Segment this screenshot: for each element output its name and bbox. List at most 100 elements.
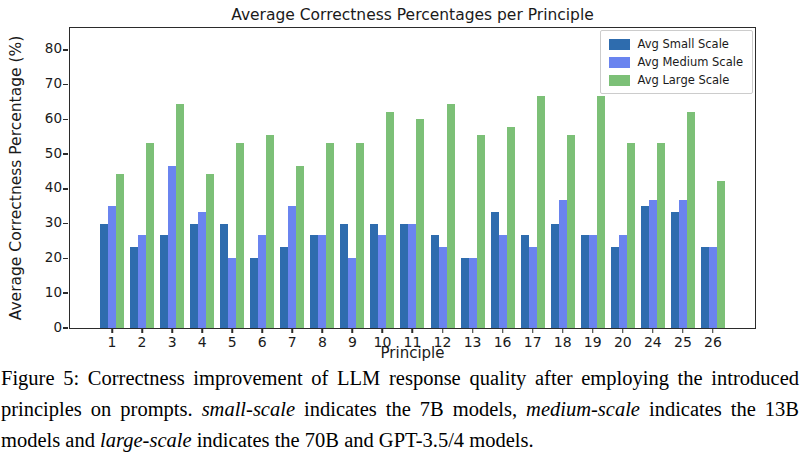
y-tick-label: 40 xyxy=(24,181,62,195)
bar xyxy=(146,143,154,328)
bar xyxy=(499,235,507,328)
bar xyxy=(296,166,304,328)
bar xyxy=(551,224,559,328)
bar xyxy=(567,135,575,328)
bar xyxy=(168,166,176,328)
bar xyxy=(717,181,725,328)
y-tick-label: 80 xyxy=(24,42,62,56)
bar xyxy=(597,96,605,328)
bar xyxy=(431,235,439,328)
bar xyxy=(447,104,455,328)
bar xyxy=(521,235,529,328)
x-tick-mark xyxy=(712,328,714,333)
bar xyxy=(507,127,515,328)
bar xyxy=(641,206,649,328)
bar xyxy=(378,235,386,328)
x-tick-mark xyxy=(442,328,444,333)
bar xyxy=(340,224,348,328)
bar-group: 16 xyxy=(488,28,518,328)
bar xyxy=(671,212,679,328)
bar-group: 9 xyxy=(337,28,367,328)
x-tick-mark xyxy=(622,328,624,333)
bar xyxy=(537,96,545,328)
bar xyxy=(469,258,477,328)
x-tick-mark xyxy=(201,328,203,333)
y-tick-mark xyxy=(63,223,68,225)
caption-text: indicates the 70B and GPT-3.5/4 models. xyxy=(192,429,534,451)
caption-italic-text: small-scale xyxy=(202,398,295,420)
bar xyxy=(310,235,318,328)
caption-italic-text: medium-scale xyxy=(526,398,640,420)
bar-group: 18 xyxy=(548,28,578,328)
bar xyxy=(439,247,447,328)
bar xyxy=(176,104,184,328)
bar xyxy=(386,112,394,328)
y-tick-label: 20 xyxy=(24,251,62,265)
x-tick-mark xyxy=(592,328,594,333)
bar xyxy=(491,212,499,328)
x-tick-mark xyxy=(682,328,684,333)
bar xyxy=(130,247,138,328)
bar xyxy=(160,235,168,328)
bar xyxy=(318,235,326,328)
bar-group: 6 xyxy=(247,28,277,328)
x-axis-label: Principle xyxy=(69,344,756,362)
legend-swatch xyxy=(609,57,630,68)
bar xyxy=(627,143,635,328)
bar xyxy=(657,143,665,328)
bar xyxy=(236,143,244,328)
x-tick-mark xyxy=(562,328,564,333)
x-tick-mark xyxy=(262,328,264,333)
y-tick-mark xyxy=(63,327,68,329)
bar-group: 11 xyxy=(397,28,427,328)
y-tick-label: 0 xyxy=(24,321,62,335)
x-tick-mark xyxy=(412,328,414,333)
x-tick-mark xyxy=(171,328,173,333)
bar xyxy=(581,235,589,328)
figure-page: Average Correctness Percentages per Prin… xyxy=(0,0,800,463)
bar xyxy=(679,200,687,328)
bar-group: 10 xyxy=(367,28,397,328)
y-tick-label: 70 xyxy=(24,77,62,91)
x-tick-mark xyxy=(652,328,654,333)
x-tick-mark xyxy=(472,328,474,333)
bar xyxy=(288,206,296,328)
y-tick-mark xyxy=(63,119,68,121)
bar xyxy=(559,200,567,328)
bar xyxy=(266,135,274,328)
bar xyxy=(100,224,108,328)
bar xyxy=(348,258,356,328)
x-tick-mark xyxy=(382,328,384,333)
bar-group: 12 xyxy=(428,28,458,328)
x-tick-mark xyxy=(352,328,354,333)
caption-italic-text: large-scale xyxy=(100,429,191,451)
bar xyxy=(709,247,717,328)
bar xyxy=(477,135,485,328)
legend: Avg Small ScaleAvg Medium ScaleAvg Large… xyxy=(600,30,753,94)
bar xyxy=(326,143,334,328)
bar xyxy=(280,247,288,328)
legend-entry: Avg Medium Scale xyxy=(609,55,743,69)
bar-group: 17 xyxy=(518,28,548,328)
bar xyxy=(206,174,214,328)
legend-entry-label: Avg Medium Scale xyxy=(637,55,743,69)
bar-group: 4 xyxy=(187,28,217,328)
bar-group: 1 xyxy=(97,28,127,328)
bar xyxy=(356,143,364,328)
bar xyxy=(529,247,537,328)
bar xyxy=(611,247,619,328)
bar-group: 7 xyxy=(277,28,307,328)
x-tick-mark xyxy=(532,328,534,333)
figure-caption: Figure 5: Correctness improvement of LLM… xyxy=(0,363,800,455)
bar xyxy=(220,224,228,328)
bar xyxy=(461,258,469,328)
y-tick-mark xyxy=(63,292,68,294)
legend-entry: Avg Small Scale xyxy=(609,37,743,51)
x-tick-mark xyxy=(322,328,324,333)
y-tick-label: 50 xyxy=(24,147,62,161)
bar xyxy=(138,235,146,328)
x-tick-mark xyxy=(111,328,113,333)
bar-group: 3 xyxy=(157,28,187,328)
legend-entry-label: Avg Small Scale xyxy=(637,37,729,51)
bar xyxy=(649,200,657,328)
